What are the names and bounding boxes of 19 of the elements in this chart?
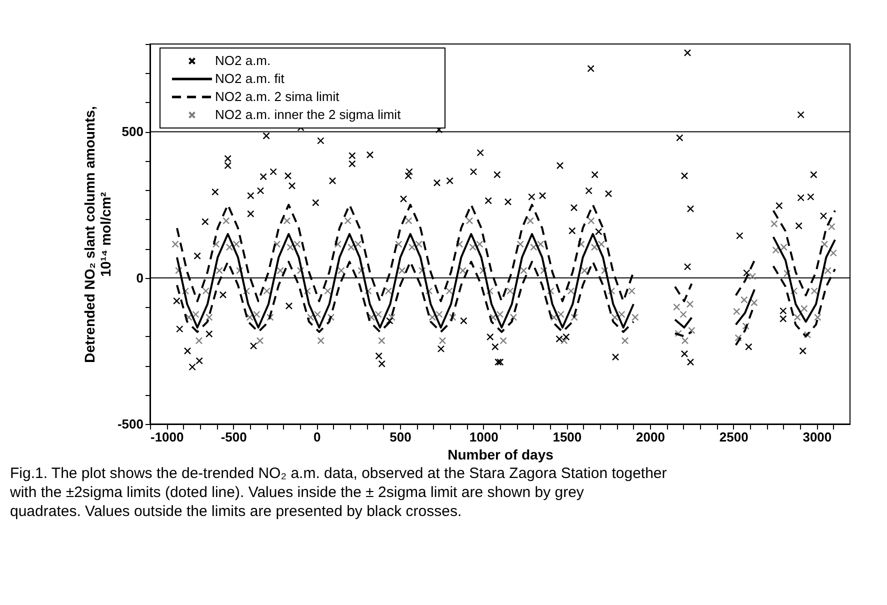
x-tick-label: 0 xyxy=(314,430,321,444)
x-tick-label: -1000 xyxy=(150,430,184,444)
x-tick-label: 500 xyxy=(390,430,412,444)
x-tick-label: 3000 xyxy=(802,430,832,444)
y-axis-title: Detrended NO₂ slant column amounts, 10¹⁴ mol/cm² xyxy=(81,106,114,363)
y-tick-label: -500 xyxy=(117,416,144,432)
legend-label: NO2 a.m. inner the 2 sigma limit xyxy=(215,107,402,122)
y-tick-label: 0 xyxy=(136,270,144,286)
legend-label: NO2 a.m. 2 sima limit xyxy=(215,89,340,104)
caption: Fig.1. The plot shows the de-trended NO₂ a.m. data, observed at the Stara Zagora Station together with the ±2sigma limits (doted line). Values inside the ± 2sigma limit are shown by grey quadrates. Values outside the limits are presented by black crosses. xyxy=(9,465,667,520)
x-tick-label: 2500 xyxy=(719,430,748,444)
x-tick-label: -500 xyxy=(220,430,247,444)
x-axis-title: Number of days xyxy=(448,446,554,462)
y-tick-label: 500 xyxy=(122,124,144,140)
x-tick-label: 2000 xyxy=(636,430,665,444)
legend-label: NO2 a.m. fit xyxy=(215,71,285,86)
legend-label: NO2 a.m. xyxy=(215,53,271,68)
x-tick-label: 1000 xyxy=(469,430,498,444)
x-tick-label: 1500 xyxy=(552,430,582,444)
